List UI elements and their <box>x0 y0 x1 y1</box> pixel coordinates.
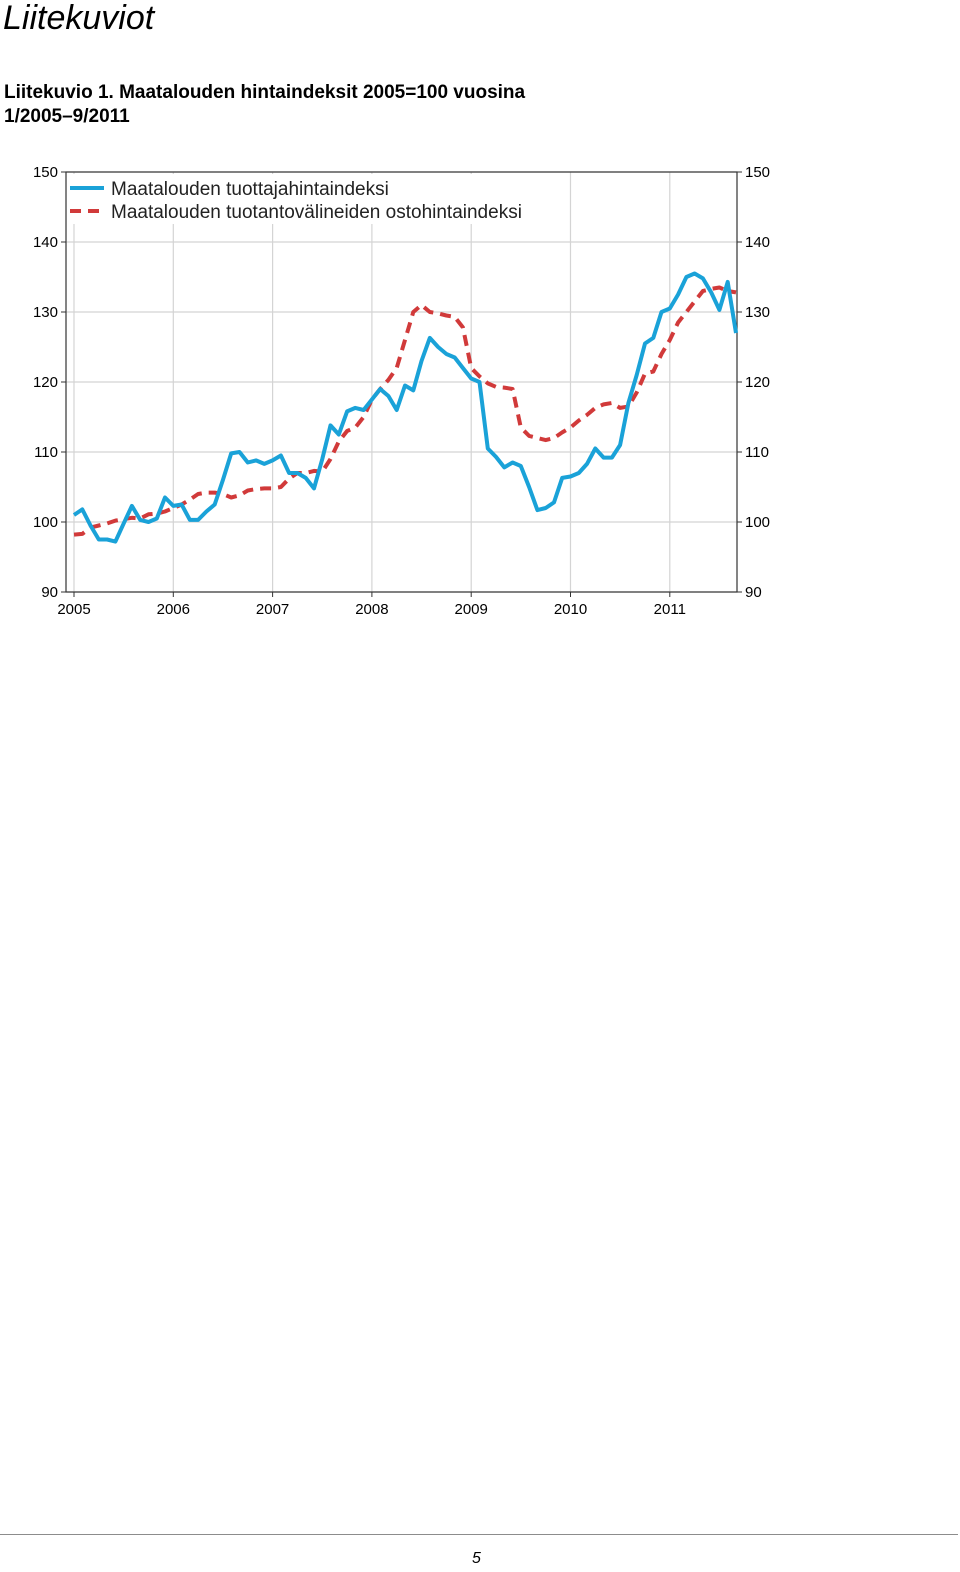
caption-line-2: 1/2005–9/2011 <box>4 106 130 127</box>
legend-label-0: Maatalouden tuottajahintaindeksi <box>111 179 389 200</box>
y-tick-label-right: 130 <box>745 304 770 321</box>
x-tick-label: 2007 <box>256 601 289 618</box>
x-tick-label: 2005 <box>57 601 90 618</box>
y-tick-label-right: 150 <box>745 164 770 181</box>
y-tick-label-right: 110 <box>745 444 769 461</box>
price-index-chart: 90 90 100 100 110 110 120 120 130 130 140 140 150 150… <box>33 164 770 618</box>
x-tick-label: 2008 <box>355 601 388 618</box>
y-tick-label-left: 100 <box>33 514 58 531</box>
y-tick-label-left: 150 <box>33 164 58 181</box>
y-tick-label-right: 90 <box>745 584 762 601</box>
figure-caption: Liitekuvio 1. Maatalouden hintaindeksit … <box>4 81 684 129</box>
y-tick-label-left: 90 <box>41 584 58 601</box>
series-lines <box>72 271 738 544</box>
y-tick-label-left: 110 <box>34 444 58 461</box>
x-tick-label: 2006 <box>157 601 190 618</box>
legend-label-1: Maatalouden tuotantovälineiden ostohinta… <box>111 202 522 223</box>
legend-background <box>68 174 553 224</box>
x-tick-label: 2010 <box>554 601 587 618</box>
y-tick-label-right: 100 <box>745 514 770 531</box>
page-number: 5 <box>472 1550 481 1567</box>
y-tick-label-right: 120 <box>745 374 770 391</box>
grid-lines <box>66 171 737 593</box>
series-line-0 <box>72 271 738 544</box>
axes: 90 90 100 100 110 110 120 120 130 130 140 140 150 150… <box>33 164 770 618</box>
y-tick-label-right: 140 <box>745 234 770 251</box>
y-tick-label-left: 120 <box>33 374 58 391</box>
plot-frame <box>65 171 738 593</box>
legend: Maatalouden tuottajahintaindeksiMaatalou… <box>68 174 553 224</box>
caption-line-1: Liitekuvio 1. Maatalouden hintaindeksit … <box>4 82 526 103</box>
section-title: Liitekuviot <box>3 0 155 37</box>
x-tick-label: 2009 <box>455 601 488 618</box>
y-tick-label-left: 130 <box>33 304 58 321</box>
x-tick-label: 2011 <box>654 601 686 618</box>
y-tick-label-left: 140 <box>33 234 58 251</box>
footer-divider <box>0 1534 958 1535</box>
